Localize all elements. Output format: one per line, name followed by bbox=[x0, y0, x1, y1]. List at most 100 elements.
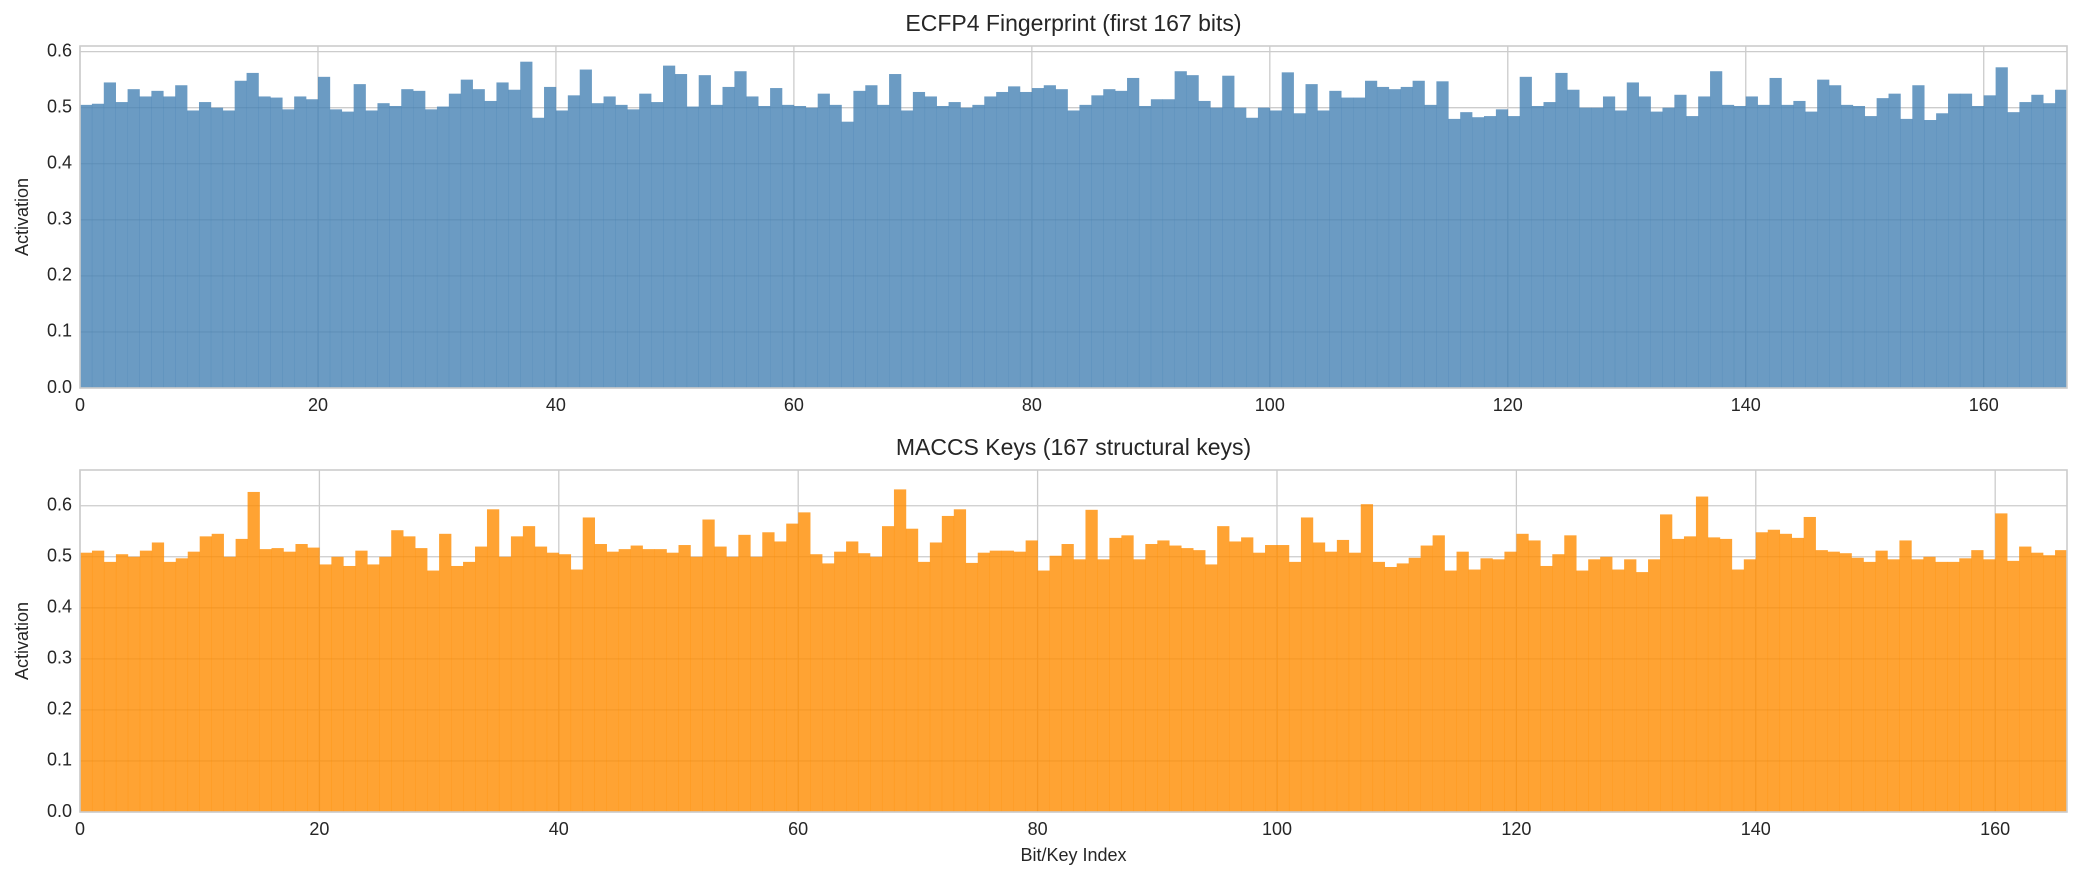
bar bbox=[1348, 552, 1362, 812]
bar bbox=[686, 106, 700, 388]
bar bbox=[1591, 107, 1604, 388]
bar bbox=[1911, 559, 1924, 812]
bar bbox=[1875, 550, 1888, 812]
bar bbox=[199, 536, 212, 812]
bar bbox=[1779, 533, 1792, 812]
bar bbox=[936, 105, 949, 388]
bar bbox=[1281, 72, 1294, 388]
y-tick-label: 0.1 bbox=[47, 321, 72, 341]
bar bbox=[460, 79, 473, 388]
bar bbox=[1579, 107, 1592, 388]
bar bbox=[1947, 561, 1960, 812]
bar bbox=[1710, 71, 1723, 388]
bar bbox=[1600, 556, 1613, 812]
bar bbox=[520, 61, 533, 388]
bar bbox=[905, 528, 919, 812]
bar bbox=[1745, 96, 1758, 388]
bar bbox=[198, 102, 212, 388]
y-tick-label: 0.3 bbox=[47, 209, 72, 229]
bar bbox=[379, 556, 392, 812]
bar bbox=[1336, 539, 1350, 812]
bar bbox=[496, 82, 509, 388]
bar bbox=[1198, 100, 1211, 388]
bar bbox=[389, 105, 402, 388]
bar bbox=[555, 110, 569, 388]
bar bbox=[2031, 552, 2044, 812]
bar bbox=[1733, 105, 1747, 388]
bar bbox=[151, 90, 164, 388]
bar bbox=[1827, 551, 1840, 812]
bar bbox=[917, 561, 931, 812]
bar bbox=[1456, 551, 1469, 812]
y-tick-label: 0.0 bbox=[47, 377, 72, 397]
bar bbox=[1424, 104, 1437, 388]
bar bbox=[594, 544, 607, 812]
bar bbox=[1241, 537, 1254, 812]
bar bbox=[1031, 88, 1045, 388]
bar bbox=[1193, 550, 1206, 812]
x-tick-label: 120 bbox=[1501, 819, 1531, 839]
bar bbox=[1205, 564, 1218, 812]
x-tick-label: 140 bbox=[1731, 395, 1761, 415]
bar bbox=[391, 530, 404, 812]
bar bbox=[1150, 99, 1164, 388]
bar bbox=[1876, 98, 1889, 388]
bar bbox=[1543, 102, 1556, 388]
bar bbox=[258, 96, 271, 388]
y-tick-label: 0.2 bbox=[47, 699, 72, 719]
bar bbox=[282, 109, 295, 388]
x-tick-label: 160 bbox=[1969, 395, 1999, 415]
bar bbox=[1638, 96, 1651, 388]
bar bbox=[175, 85, 188, 388]
bar bbox=[1483, 116, 1497, 388]
bar bbox=[1091, 95, 1104, 388]
x-tick-label: 60 bbox=[788, 819, 808, 839]
bar bbox=[319, 564, 332, 812]
bar bbox=[1719, 538, 1733, 812]
bar bbox=[1317, 110, 1330, 388]
bar bbox=[1959, 558, 1972, 812]
bar bbox=[579, 69, 592, 388]
bar bbox=[472, 89, 485, 388]
bar bbox=[774, 541, 787, 812]
bar bbox=[1528, 540, 1541, 812]
bar bbox=[841, 121, 854, 388]
y-tick-label: 0.5 bbox=[47, 96, 72, 116]
bar bbox=[546, 552, 560, 812]
bar bbox=[367, 564, 380, 812]
bar bbox=[211, 533, 224, 812]
bar bbox=[1660, 514, 1673, 812]
bar bbox=[1840, 104, 1854, 388]
x-axis-label: Bit/Key Index bbox=[1020, 845, 1126, 865]
bar bbox=[1924, 120, 1937, 388]
bar bbox=[654, 549, 667, 812]
bar bbox=[522, 526, 536, 812]
bar bbox=[2007, 560, 2020, 812]
bar bbox=[427, 570, 440, 812]
bar bbox=[103, 82, 116, 388]
bar bbox=[139, 550, 153, 812]
bar bbox=[615, 104, 628, 388]
bar bbox=[1935, 561, 1948, 812]
bar bbox=[618, 549, 631, 812]
bar bbox=[1839, 553, 1852, 812]
bar bbox=[1181, 548, 1194, 812]
bar bbox=[103, 561, 117, 812]
bar bbox=[1400, 86, 1413, 388]
bar bbox=[306, 99, 319, 388]
bar bbox=[714, 546, 727, 812]
bar bbox=[2043, 103, 2056, 388]
bar bbox=[163, 561, 177, 812]
bar bbox=[1055, 89, 1068, 388]
bar bbox=[1329, 90, 1342, 388]
bar bbox=[1341, 97, 1354, 388]
bar bbox=[259, 549, 272, 812]
y-tick-label: 0.5 bbox=[47, 546, 72, 566]
x-tick-label: 140 bbox=[1741, 819, 1771, 839]
bar bbox=[710, 104, 723, 388]
bar bbox=[1365, 80, 1378, 388]
bar bbox=[1492, 559, 1505, 812]
bar bbox=[984, 96, 997, 388]
bar bbox=[1037, 570, 1050, 812]
bar bbox=[1781, 104, 1794, 388]
